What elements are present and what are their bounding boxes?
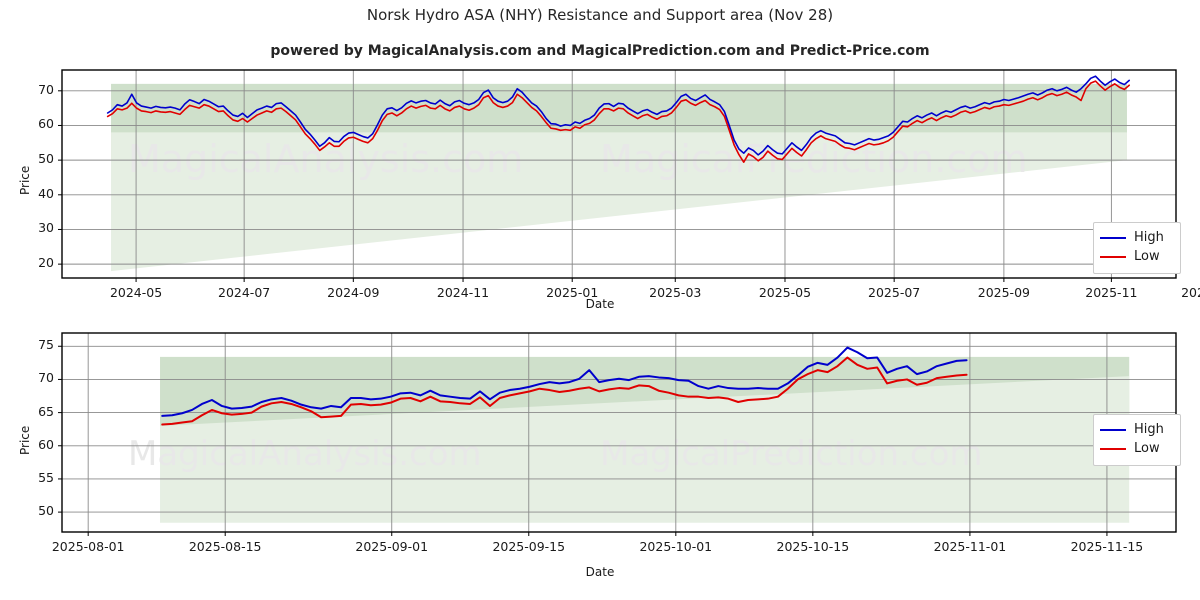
x-axis-tick-label: 2025-10-15 (776, 539, 850, 554)
x-axis-tick-label: 2025-08-01 (51, 539, 125, 554)
x-axis-tick-label: 2025-09-01 (355, 539, 429, 554)
legend-swatch-low (1100, 447, 1126, 450)
plot-border (61, 69, 1177, 279)
x-axis-tick-label: 2025-11-01 (933, 539, 1007, 554)
series-line-low (106, 80, 1131, 164)
legend-label: High (1134, 422, 1164, 437)
x-axis-tick-label: 2025-11-15 (1070, 539, 1144, 554)
legend-swatch-high (1100, 428, 1126, 431)
x-axis-tick-label: 2026-01 (1181, 285, 1200, 300)
legend-label: Low (1134, 249, 1160, 264)
legend-item-high[interactable]: High (1100, 420, 1172, 439)
top-chart-svg: MagicalAnalysis.com MagicalPrediction.com (58, 69, 1177, 282)
bottom-chart-xlabel: Date (585, 565, 615, 579)
y-axis-tick-label: 20 (38, 255, 54, 271)
resistance-support-light (111, 132, 1127, 272)
support-resistance-bands (111, 83, 1127, 272)
y-axis-tick-label: 55 (38, 469, 54, 485)
x-axis-tick-label: 2024-05 (109, 285, 163, 300)
legend-item-high[interactable]: High (1100, 228, 1172, 247)
top-chart-xlabel: Date (585, 297, 615, 311)
x-axis-tick-label: 2025-11 (1085, 285, 1138, 300)
y-axis-tick-label: 30 (38, 220, 54, 236)
legend-item-low[interactable]: Low (1100, 247, 1172, 266)
series-group (106, 75, 1131, 164)
y-axis-tick-label: 50 (38, 151, 54, 167)
y-axis-tick-label: 70 (38, 370, 54, 386)
bottom-chart-legend[interactable]: High Low (1093, 414, 1181, 466)
series-line-high (161, 346, 968, 417)
legend-swatch-high (1100, 236, 1126, 239)
top-chart-panel: MagicalAnalysis.com MagicalPrediction.com (58, 69, 1177, 282)
top-chart-legend[interactable]: High Low (1093, 222, 1181, 274)
y-axis-tick-label: 60 (38, 436, 54, 452)
x-axis-tick-label: 2024-11 (436, 285, 490, 300)
y-axis-tick-label: 70 (38, 81, 54, 97)
x-axis-tick-label: 2025-07 (868, 285, 921, 300)
x-axis-tick-label: 2025-10-01 (639, 539, 713, 554)
legend-item-low[interactable]: Low (1100, 439, 1172, 458)
x-axis-tick-label: 2025-08-15 (188, 539, 262, 554)
legend-label: High (1134, 230, 1164, 245)
legend-swatch-low (1100, 255, 1126, 258)
x-axis-tick-label: 2025-09-15 (492, 539, 566, 554)
watermark-text: MagicalAnalysis.com (128, 137, 523, 181)
watermark-text: MagicalPrediction.com (600, 137, 1028, 181)
bottom-chart-panel: MagicalAnalysis.com MagicalPrediction.com (0, 310, 1200, 600)
y-axis-tick-label: 60 (38, 116, 54, 132)
y-axis-tick-label: 40 (38, 185, 54, 201)
x-axis-tick-label: 2025-03 (649, 285, 702, 300)
watermark-text: MagicalAnalysis.com (128, 434, 482, 474)
page-subtitle: powered by MagicalAnalysis.com and Magic… (270, 43, 930, 59)
y-axis-tick-label: 65 (38, 403, 54, 419)
x-axis-tick-label: 2025-05 (758, 285, 812, 300)
series-line-high (106, 75, 1131, 156)
y-axis-tick-label: 50 (38, 503, 54, 519)
x-axis-tick-label: 2024-09 (327, 285, 380, 300)
bottom-chart-svg: MagicalAnalysis.com MagicalPrediction.com (58, 332, 1177, 536)
series-group (161, 346, 968, 426)
x-axis-tick-label: 2024-07 (218, 285, 271, 300)
legend-label: Low (1134, 441, 1160, 456)
series-line-low (161, 356, 968, 426)
y-axis-tick-label: 75 (38, 337, 54, 353)
page-title: Norsk Hydro ASA (NHY) Resistance and Sup… (366, 6, 834, 24)
x-axis-tick-label: 2025-09 (977, 285, 1030, 300)
x-axis-tick-label: 2025-01 (546, 285, 599, 300)
watermark-text: MagicalPrediction.com (600, 434, 983, 474)
watermark-group: MagicalAnalysis.com MagicalPrediction.com (128, 137, 1028, 181)
watermark-group: MagicalAnalysis.com MagicalPrediction.com (128, 434, 983, 474)
